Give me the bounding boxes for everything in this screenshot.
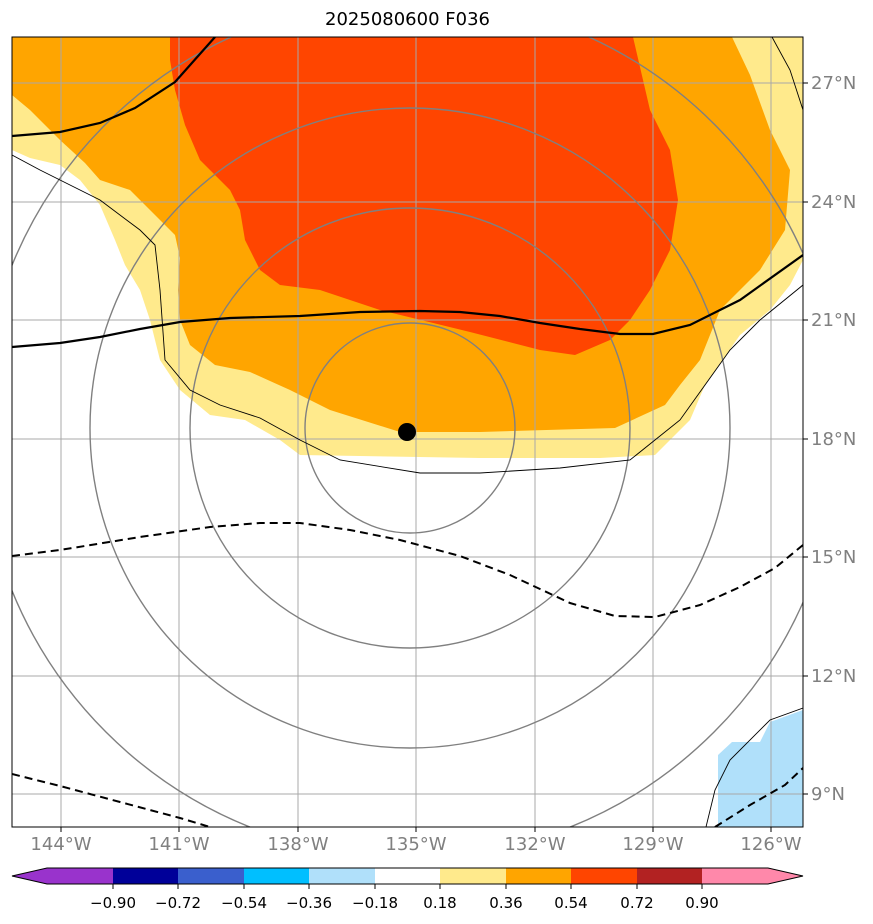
longitude-ticks (60, 827, 772, 832)
lon-label-126w: 126°W (740, 834, 801, 855)
colorbar-label-5: −0.18 (352, 894, 398, 912)
map-title: 2025080600 F036 (325, 9, 490, 30)
lat-label-27n: 27°N (811, 73, 856, 94)
lat-label-21n: 21°N (811, 310, 856, 331)
thin-contour-lines (12, 37, 803, 827)
colorbar-segment-5 (309, 868, 375, 884)
lat-label-18n: 18°N (811, 429, 856, 450)
lon-label-141w: 141°W (148, 834, 209, 855)
colorbar-segment-6 (375, 868, 440, 884)
colorbar-label-9: 0.72 (620, 894, 653, 912)
lon-label-144w: 144°W (30, 834, 91, 855)
colorbar-segment-7 (440, 868, 506, 884)
colorbar-label-1: −0.90 (90, 894, 136, 912)
filled-contours (12, 37, 803, 827)
colorbar-label-3: −0.54 (221, 894, 267, 912)
map-frame (11, 36, 804, 828)
contour-fill-0-54-0-72 (170, 37, 678, 355)
colorbar-segment-10 (637, 868, 702, 884)
longitude-labels: 144°W 141°W 138°W 135°W 132°W 129°W 126°… (30, 834, 801, 855)
colorbar-label-4: −0.36 (286, 894, 332, 912)
colorbar-label-7: 0.36 (489, 894, 522, 912)
colorbar-label-10: 0.90 (685, 894, 718, 912)
colorbar-segment-11 (702, 868, 768, 884)
contour-fill-negative-0-18-0-36 (718, 710, 803, 827)
latitude-labels: 27°N 24°N 21°N 18°N 15°N 12°N 9°N (811, 73, 856, 805)
colorbar-extend-low (12, 868, 47, 884)
colorbar-label-8: 0.54 (554, 894, 587, 912)
colorbar-ticks (112, 884, 703, 889)
storm-center-marker (398, 423, 416, 441)
colorbar-segment-8 (506, 868, 571, 884)
latitude-ticks (803, 82, 808, 795)
colorbar-segment-4 (244, 868, 309, 884)
lat-label-15n: 15°N (811, 547, 856, 568)
colorbar-label-6: 0.18 (423, 894, 456, 912)
colorbar-segment-2 (113, 868, 178, 884)
lat-label-9n: 9°N (811, 784, 845, 805)
colorbar-extend-high (768, 868, 803, 884)
colorbar-segment-1 (47, 868, 113, 884)
lon-label-138w: 138°W (267, 834, 328, 855)
range-rings (12, 37, 803, 827)
colorbar-segment-3 (178, 868, 244, 884)
lon-label-135w: 135°W (385, 834, 446, 855)
gridlines (12, 37, 803, 827)
lat-label-24n: 24°N (811, 192, 856, 213)
colorbar (11, 867, 804, 885)
lon-label-129w: 129°W (622, 834, 683, 855)
solid-isoline (12, 37, 803, 349)
colorbar-outline (11, 867, 804, 885)
lon-label-132w: 132°W (504, 834, 565, 855)
dashed-isoline (12, 522, 803, 827)
colorbar-label-2: −0.72 (155, 894, 201, 912)
colorbar-segment-9 (571, 868, 637, 884)
lat-label-12n: 12°N (811, 666, 856, 687)
colorbar-tick-labels: −0.90 −0.72 −0.54 −0.36 −0.18 0.18 0.36 … (90, 894, 719, 912)
